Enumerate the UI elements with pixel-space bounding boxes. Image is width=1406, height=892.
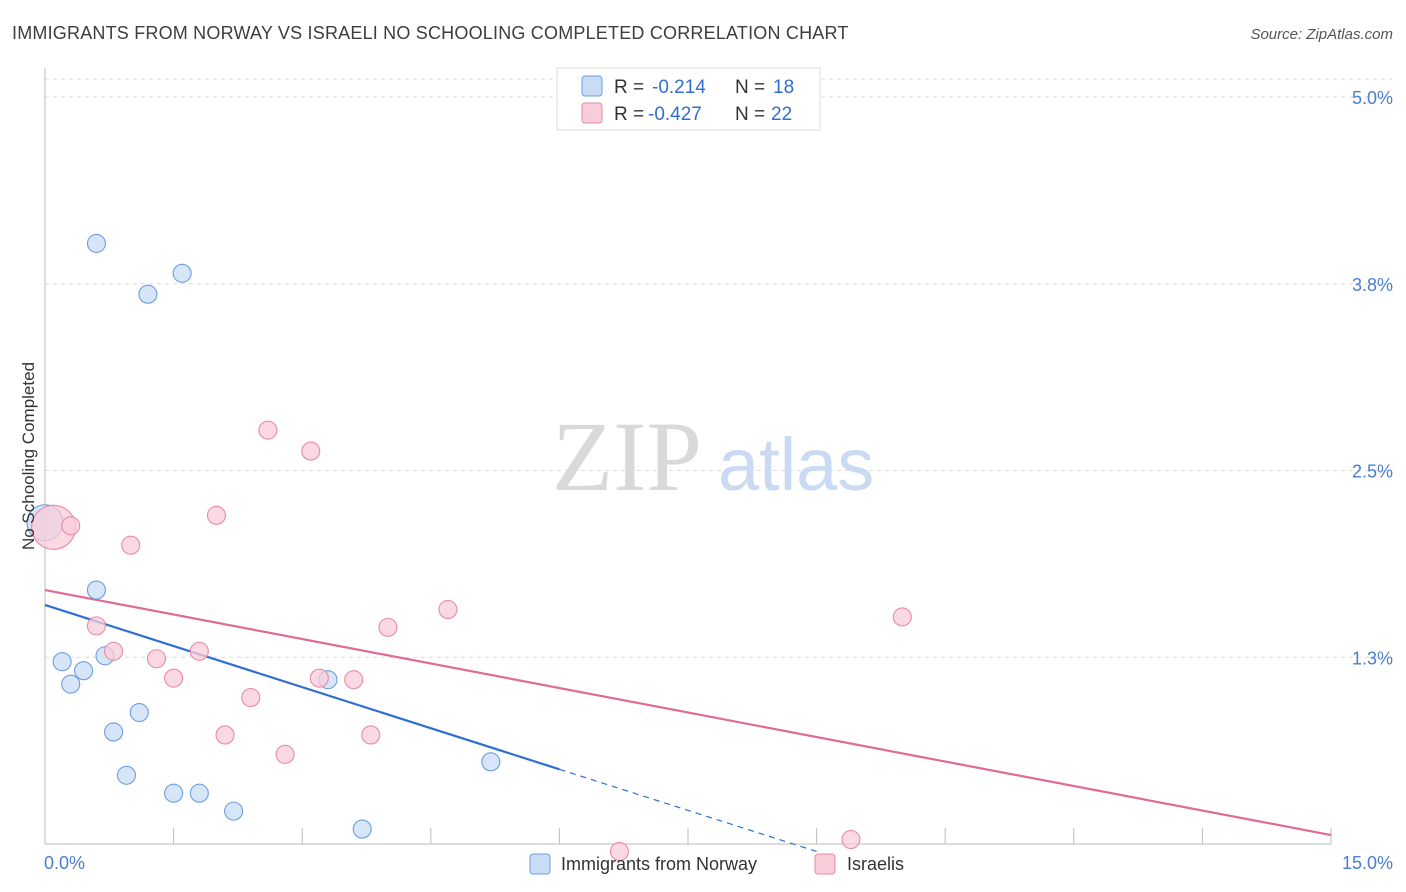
watermark-zip: ZIP	[552, 401, 702, 512]
point-s0-12	[164, 783, 184, 803]
legend-n-label-israelis: N =	[735, 104, 765, 125]
watermark-atlas: atlas	[718, 423, 874, 506]
point-s0-5	[52, 652, 72, 672]
data-points	[26, 233, 912, 862]
axes	[44, 68, 1332, 845]
y-axis-label: No Schooling Completed	[19, 362, 38, 550]
chart-source: Source: ZipAtlas.com	[1250, 26, 1393, 43]
legend-n-label-norway: N =	[735, 77, 765, 98]
trend-line-dashed-0	[559, 768, 817, 853]
point-s1-18	[361, 725, 381, 745]
bottom-legend-swatch-norway	[529, 853, 551, 875]
point-s0-16	[352, 819, 372, 839]
point-s0-17	[481, 752, 501, 772]
legend-r-value-israelis: -0.427	[648, 104, 702, 125]
x-tick-label-right: 15.0%	[1342, 853, 1393, 873]
point-s1-21	[841, 829, 861, 850]
point-s1-9	[189, 641, 209, 661]
point-s0-14	[224, 801, 244, 821]
point-s0-4	[86, 580, 106, 600]
point-s1-4	[301, 441, 321, 461]
point-s1-11	[241, 688, 261, 708]
y-tick-label-3: 5.0%	[1352, 88, 1393, 108]
point-s0-13	[189, 783, 209, 803]
legend-r-value-norway: -0.214	[652, 77, 706, 98]
bottom-legend-label-norway: Immigrants from Norway	[561, 854, 757, 874]
chart-title: IMMIGRANTS FROM NORWAY VS ISRAELI NO SCH…	[12, 23, 849, 43]
point-s1-3	[258, 420, 278, 440]
gridlines	[45, 78, 1392, 658]
point-s0-3	[138, 284, 158, 304]
y-tick-label-2: 3.8%	[1352, 275, 1393, 295]
point-s1-7	[104, 641, 124, 661]
legend-swatch-norway	[581, 75, 603, 97]
trend-line-0	[44, 603, 560, 771]
y-tick-label-0: 1.3%	[1352, 648, 1393, 668]
point-s1-1	[61, 516, 81, 536]
point-s1-15	[438, 599, 458, 619]
point-s0-9	[129, 702, 149, 723]
point-s1-17	[275, 744, 295, 764]
bottom-legend-label-israelis: Israelis	[847, 854, 904, 874]
watermark: ZIP atlas	[552, 401, 874, 512]
x-tick-label-left: 0.0%	[44, 853, 85, 873]
point-s1-20	[892, 607, 912, 627]
y-tick-labels: 1.3% 2.5% 3.8% 5.0%	[1352, 88, 1393, 668]
point-s0-7	[74, 661, 94, 681]
point-s1-5	[206, 505, 227, 525]
point-s1-16	[215, 725, 235, 745]
point-s0-2	[172, 263, 192, 283]
series-legend: Immigrants from Norway Israelis	[529, 853, 904, 875]
point-s1-19	[609, 841, 629, 862]
bottom-legend-swatch-israelis	[814, 853, 836, 875]
point-s0-10	[104, 722, 124, 742]
point-s0-8	[61, 674, 81, 694]
legend-swatch-israelis	[581, 102, 603, 124]
point-s1-12	[309, 668, 329, 688]
trend-line-1	[44, 588, 1332, 837]
point-s1-2	[121, 535, 141, 555]
point-s1-6	[86, 616, 106, 636]
legend-n-value-israelis: 22	[771, 104, 792, 125]
point-s1-8	[146, 649, 167, 669]
y-tick-label-1: 2.5%	[1352, 462, 1393, 482]
point-s1-14	[378, 617, 398, 637]
trend-lines	[44, 588, 1332, 853]
legend-r-label-norway: R =	[614, 77, 644, 98]
point-s0-1	[86, 233, 106, 253]
legend-n-value-norway: 18	[773, 77, 794, 98]
stats-legend: R = -0.214 N = 18 R = -0.427 N = 22	[556, 67, 821, 131]
legend-r-label-israelis: R =	[614, 104, 644, 125]
point-s1-10	[164, 668, 184, 688]
point-s0-11	[116, 765, 136, 785]
point-s1-13	[344, 670, 364, 690]
